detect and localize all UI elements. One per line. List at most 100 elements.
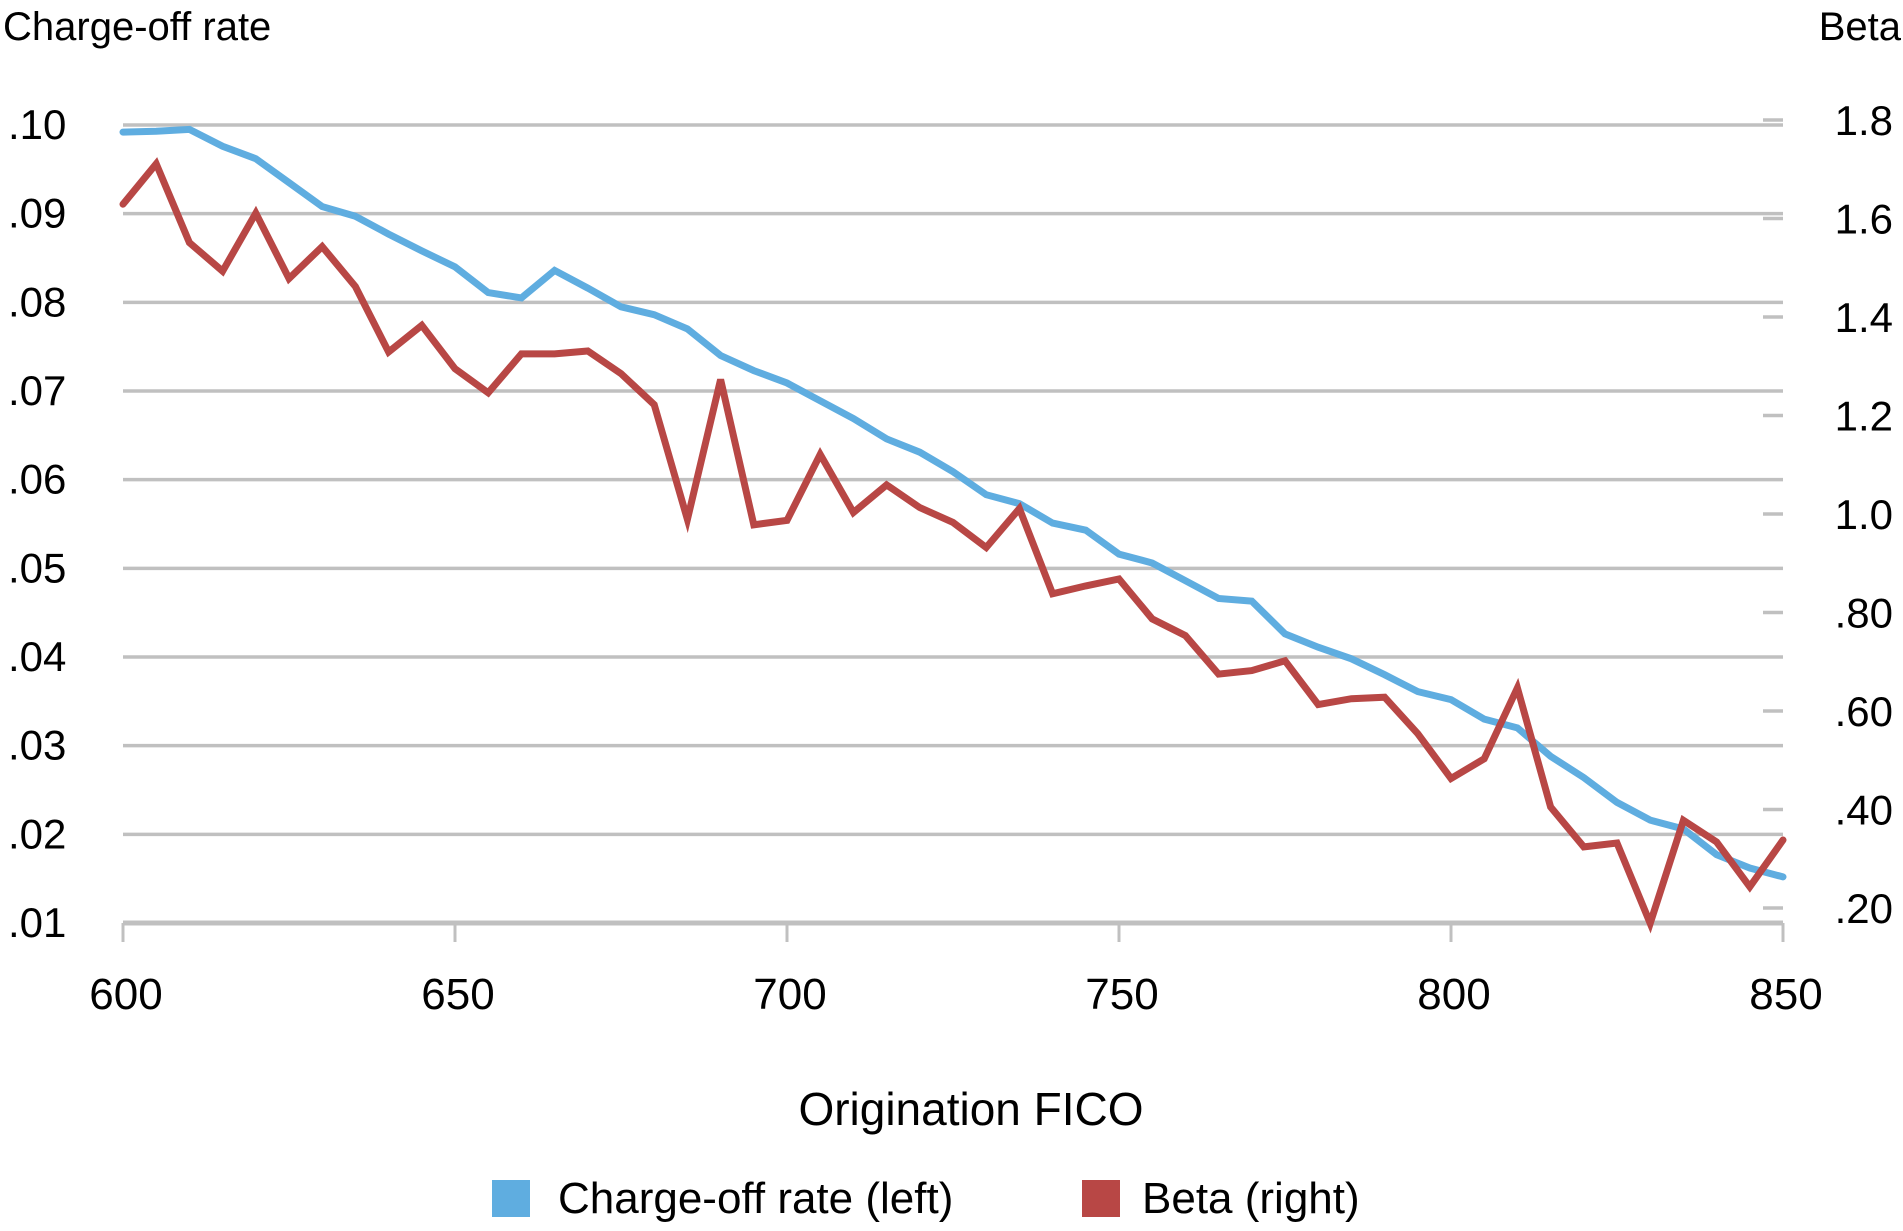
left-tick-label: .07 xyxy=(8,367,66,414)
data-point-beta xyxy=(752,523,756,527)
data-point-charge-off-rate xyxy=(1383,673,1387,677)
data-point-beta xyxy=(586,349,590,353)
data-point-charge-off-rate xyxy=(652,313,656,317)
data-point-beta xyxy=(221,269,225,273)
data-point-beta xyxy=(1051,592,1055,596)
legend-item-beta: Beta (right) xyxy=(1082,1174,1360,1223)
data-point-beta xyxy=(1515,686,1519,690)
right-tick-label: .20 xyxy=(1835,885,1893,932)
legend-label-beta: Beta (right) xyxy=(1142,1174,1360,1223)
data-point-charge-off-rate xyxy=(1781,875,1785,879)
data-point-beta xyxy=(553,352,557,356)
data-point-charge-off-rate xyxy=(1515,726,1519,730)
axes xyxy=(121,118,1785,942)
data-point-charge-off-rate xyxy=(1084,528,1088,532)
series-line-charge-off-rate xyxy=(119,125,1787,881)
data-point-charge-off-rate xyxy=(486,291,490,295)
data-point-charge-off-rate xyxy=(719,354,723,358)
x-tick-label: 650 xyxy=(421,970,494,1019)
data-point-beta xyxy=(1383,695,1387,699)
data-point-beta xyxy=(1316,703,1320,707)
data-point-beta xyxy=(1582,845,1586,849)
legend-swatch-charge-off-rate xyxy=(492,1180,530,1217)
x-tick-label: 700 xyxy=(753,970,826,1019)
data-point-beta xyxy=(1217,672,1221,676)
data-point-beta xyxy=(918,506,922,510)
data-point-beta xyxy=(1549,805,1553,809)
data-point-charge-off-rate xyxy=(1150,561,1154,565)
data-point-charge-off-rate xyxy=(1748,866,1752,870)
data-point-charge-off-rate xyxy=(420,249,424,253)
data-point-beta xyxy=(1781,838,1785,842)
data-point-charge-off-rate xyxy=(254,157,258,161)
right-tick-label: 1.4 xyxy=(1835,294,1893,341)
data-point-charge-off-rate xyxy=(387,232,391,236)
data-point-charge-off-rate xyxy=(1549,754,1553,758)
data-point-charge-off-rate xyxy=(519,296,523,300)
data-point-beta xyxy=(885,483,889,487)
left-tick-label: .10 xyxy=(8,101,66,148)
data-point-charge-off-rate xyxy=(851,417,855,421)
data-point-charge-off-rate xyxy=(1250,599,1254,603)
data-point-beta xyxy=(951,520,955,524)
data-point-beta xyxy=(287,277,291,281)
data-point-charge-off-rate xyxy=(619,305,623,309)
data-point-charge-off-rate xyxy=(1615,800,1619,804)
data-point-beta xyxy=(1117,577,1121,581)
data-point-beta xyxy=(387,350,391,354)
data-point-beta xyxy=(619,372,623,376)
data-point-beta xyxy=(519,352,523,356)
data-point-charge-off-rate xyxy=(818,399,822,403)
left-axis-tick-labels: .10 .09 .08 .07 .06 .05 .04 .03 .02 .01 xyxy=(8,101,66,946)
data-point-charge-off-rate xyxy=(453,265,457,269)
right-tick-label: .80 xyxy=(1835,590,1893,637)
series-lines xyxy=(119,125,1787,934)
data-point-beta xyxy=(154,162,158,166)
data-point-beta xyxy=(1715,840,1719,844)
data-point-beta xyxy=(320,245,324,249)
data-point-charge-off-rate xyxy=(287,181,291,185)
data-point-charge-off-rate xyxy=(1117,552,1121,556)
data-point-beta xyxy=(1250,669,1254,673)
data-point-beta xyxy=(453,367,457,371)
data-point-beta xyxy=(420,323,424,327)
x-axis-title: Origination FICO xyxy=(798,1083,1143,1135)
data-point-charge-off-rate xyxy=(154,129,158,133)
right-tick-label: 1.6 xyxy=(1835,196,1893,243)
x-tick-label: 600 xyxy=(89,970,162,1019)
data-point-beta xyxy=(1748,885,1752,889)
data-point-beta xyxy=(1615,841,1619,845)
right-tick-label: .60 xyxy=(1835,688,1893,735)
data-point-charge-off-rate xyxy=(1449,698,1453,702)
data-point-charge-off-rate xyxy=(785,381,789,385)
left-tick-label: .01 xyxy=(8,899,66,946)
right-tick-label: 1.0 xyxy=(1835,491,1893,538)
data-point-charge-off-rate xyxy=(1183,579,1187,583)
data-point-beta xyxy=(851,511,855,515)
data-point-charge-off-rate xyxy=(1648,818,1652,822)
data-point-beta xyxy=(818,452,822,456)
data-point-charge-off-rate xyxy=(320,205,324,209)
series-line-beta xyxy=(119,157,1787,934)
right-tick-label: 1.8 xyxy=(1835,97,1893,144)
data-point-beta xyxy=(1681,818,1685,822)
data-point-beta xyxy=(1283,659,1287,663)
data-point-charge-off-rate xyxy=(1283,632,1287,636)
data-point-charge-off-rate xyxy=(1051,521,1055,525)
left-axis-title: Charge-off rate xyxy=(3,5,271,49)
data-point-beta xyxy=(121,202,125,206)
data-point-charge-off-rate xyxy=(1217,597,1221,601)
data-point-charge-off-rate xyxy=(885,437,889,441)
data-point-charge-off-rate xyxy=(951,470,955,474)
data-point-charge-off-rate xyxy=(121,130,125,134)
right-axis-tick-labels: 1.8 1.6 1.4 1.2 1.0 .80 .60 .40 .20 xyxy=(1835,97,1893,932)
data-point-charge-off-rate xyxy=(1582,776,1586,780)
data-point-beta xyxy=(1416,732,1420,736)
right-tick-label: .40 xyxy=(1835,787,1893,834)
right-tick-label: 1.2 xyxy=(1835,393,1893,440)
legend: Charge-off rate (left) Beta (right) xyxy=(492,1174,1360,1223)
data-point-beta xyxy=(1482,757,1486,761)
left-tick-label: .06 xyxy=(8,456,66,503)
data-point-charge-off-rate xyxy=(187,127,191,131)
data-point-beta xyxy=(1349,697,1353,701)
